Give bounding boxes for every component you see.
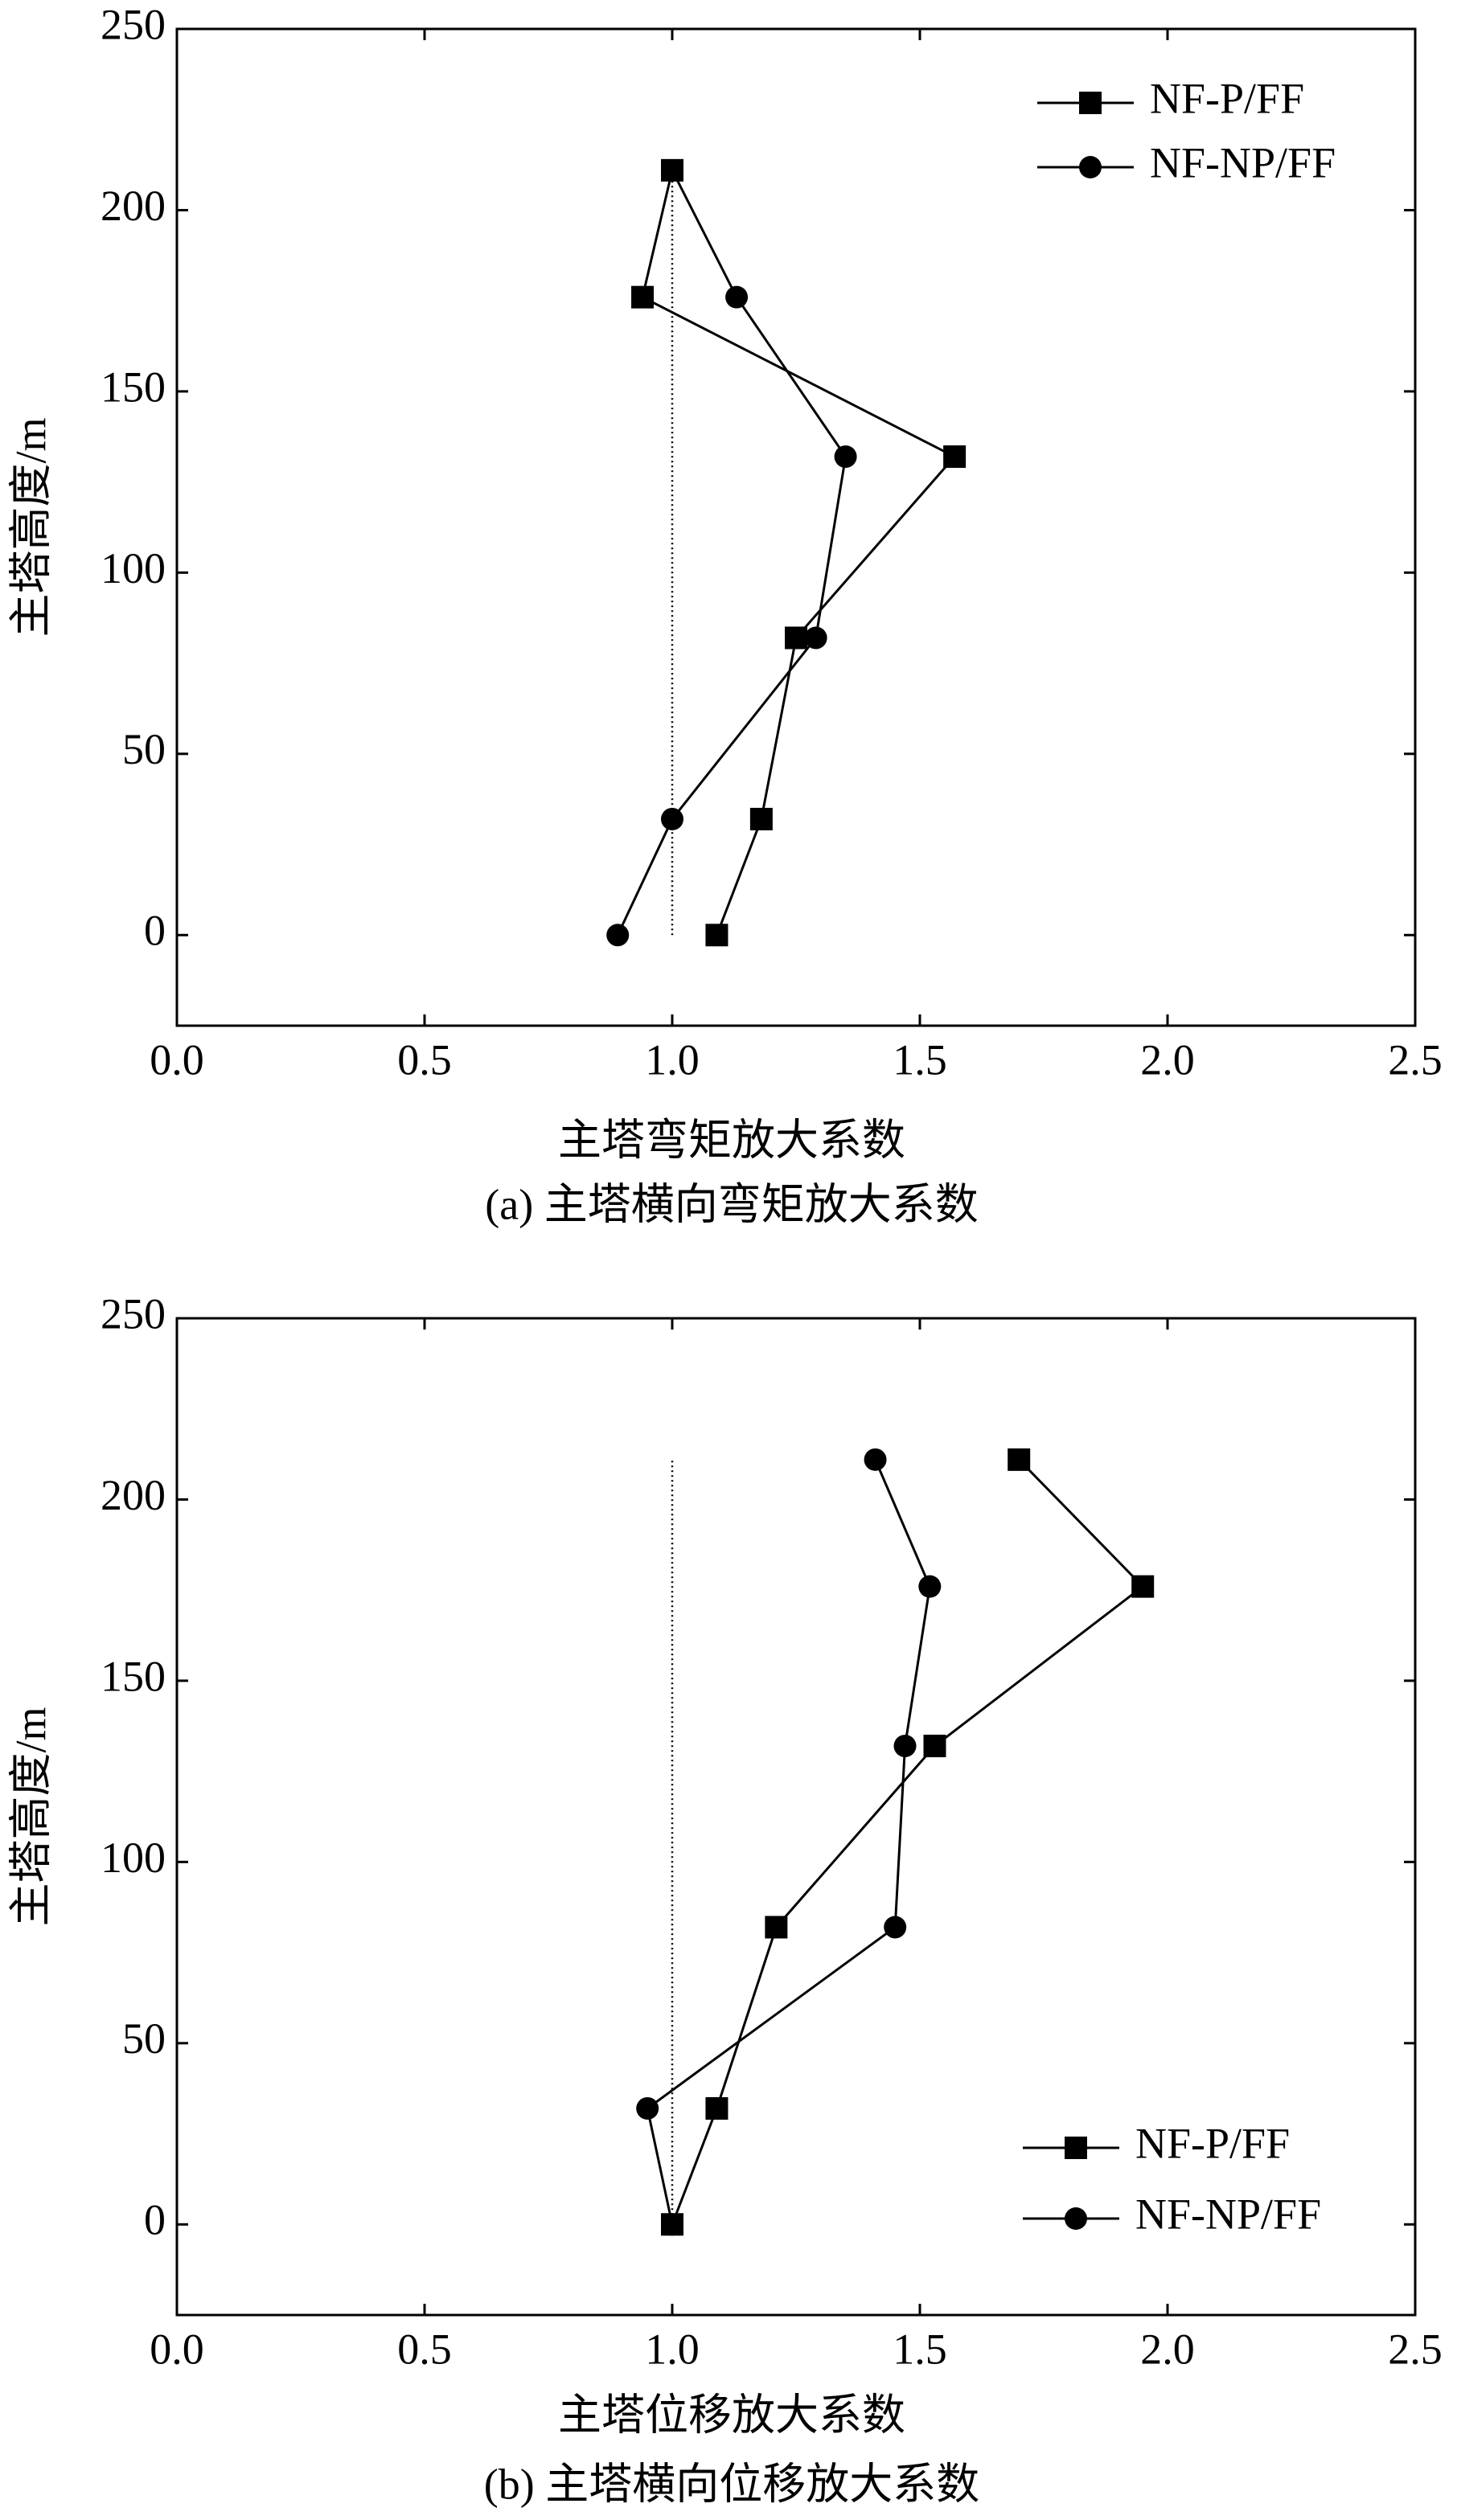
marker-circle bbox=[661, 2213, 683, 2236]
y-axis-label: 主塔高度/m bbox=[6, 417, 55, 637]
legend-label: NF-P/FF bbox=[1150, 74, 1304, 122]
legend-label: NF-NP/FF bbox=[1150, 138, 1336, 186]
legend-marker bbox=[1065, 2137, 1087, 2159]
x-tick-label: 2.0 bbox=[1140, 1035, 1195, 1084]
marker-circle bbox=[725, 285, 749, 309]
series-line bbox=[671, 1458, 1145, 2225]
y-tick-label: 150 bbox=[101, 1652, 166, 1700]
y-tick-label: 100 bbox=[101, 1834, 166, 1882]
legend-label: NF-NP/FF bbox=[1135, 2190, 1321, 2238]
legend-marker bbox=[1065, 2207, 1087, 2230]
plot-frame bbox=[175, 1317, 1417, 2317]
x-tick-label: 0.5 bbox=[397, 1035, 452, 1084]
marker-square bbox=[1131, 1575, 1155, 1598]
marker-circle bbox=[661, 158, 683, 182]
marker-square bbox=[631, 285, 655, 309]
x-tick-label: 0.0 bbox=[150, 2325, 204, 2373]
y-tick-label: 250 bbox=[101, 0, 166, 48]
x-tick-label: 1.5 bbox=[893, 2325, 947, 2373]
x-tick-label: 1.0 bbox=[645, 1035, 700, 1084]
x-tick-label: 2.5 bbox=[1388, 1035, 1443, 1084]
series-line bbox=[641, 170, 957, 936]
caption: (a) 主塔横向弯矩放大系数 bbox=[485, 1180, 978, 1228]
marker-circle bbox=[804, 626, 827, 649]
x-tick-label: 2.5 bbox=[1388, 2325, 1443, 2373]
legend-label: NF-P/FF bbox=[1135, 2119, 1290, 2167]
y-tick-label: 0 bbox=[144, 2196, 166, 2244]
x-axis-label: 主塔位移放大系数 bbox=[558, 2391, 905, 2439]
x-tick-label: 0.0 bbox=[150, 1035, 204, 1084]
marker-square bbox=[943, 445, 967, 469]
marker-circle bbox=[864, 1448, 887, 1471]
x-tick-label: 1.0 bbox=[645, 2325, 700, 2373]
marker-circle bbox=[636, 2096, 659, 2120]
y-tick-label: 200 bbox=[101, 1471, 166, 1519]
x-tick-label: 1.5 bbox=[893, 1035, 947, 1084]
y-tick-label: 50 bbox=[122, 2014, 166, 2063]
y-tick-label: 250 bbox=[101, 1289, 166, 1338]
y-tick-label: 50 bbox=[122, 725, 166, 773]
marker-square bbox=[1008, 1448, 1031, 1471]
y-tick-label: 0 bbox=[144, 907, 166, 955]
legend-marker bbox=[1079, 92, 1102, 114]
marker-circle bbox=[606, 924, 630, 947]
marker-square bbox=[785, 626, 807, 649]
y-tick-label: 100 bbox=[101, 544, 166, 592]
y-axis-label: 主塔高度/m bbox=[6, 1707, 55, 1926]
marker-square bbox=[749, 807, 773, 830]
marker-square bbox=[765, 1916, 788, 1939]
y-tick-label: 200 bbox=[101, 182, 166, 230]
marker-circle bbox=[884, 1916, 907, 1939]
x-tick-label: 2.0 bbox=[1140, 2325, 1195, 2373]
marker-square bbox=[923, 1735, 946, 1758]
marker-circle bbox=[661, 807, 683, 830]
caption: (b) 主塔横向位移放大系数 bbox=[484, 2460, 979, 2508]
marker-circle bbox=[893, 1735, 917, 1758]
x-tick-label: 0.5 bbox=[397, 2325, 452, 2373]
series-line bbox=[646, 1459, 931, 2225]
y-tick-label: 150 bbox=[101, 363, 166, 411]
marker-square bbox=[705, 924, 728, 947]
marker-square bbox=[705, 2096, 728, 2120]
legend-marker bbox=[1079, 156, 1102, 178]
marker-circle bbox=[834, 445, 857, 469]
x-axis-label: 主塔弯矩放大系数 bbox=[558, 1116, 905, 1164]
marker-circle bbox=[918, 1575, 942, 1598]
plot-frame bbox=[175, 27, 1417, 1027]
series-line bbox=[616, 170, 848, 936]
